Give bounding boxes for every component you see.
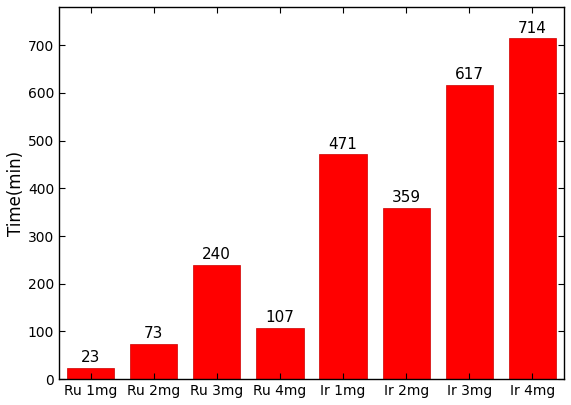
- Bar: [446, 85, 493, 379]
- Text: 23: 23: [81, 350, 100, 365]
- Bar: [319, 154, 367, 379]
- Bar: [383, 208, 430, 379]
- Bar: [509, 38, 556, 379]
- Text: 240: 240: [202, 247, 231, 262]
- Bar: [67, 368, 114, 379]
- Text: 73: 73: [144, 326, 163, 341]
- Bar: [130, 344, 178, 379]
- Bar: [256, 328, 304, 379]
- Text: 107: 107: [266, 310, 295, 325]
- Text: 714: 714: [518, 21, 547, 36]
- Text: 471: 471: [329, 136, 357, 151]
- Text: 359: 359: [392, 190, 421, 205]
- Bar: [193, 264, 240, 379]
- Text: 617: 617: [455, 67, 484, 82]
- Y-axis label: Time(min): Time(min): [7, 151, 25, 236]
